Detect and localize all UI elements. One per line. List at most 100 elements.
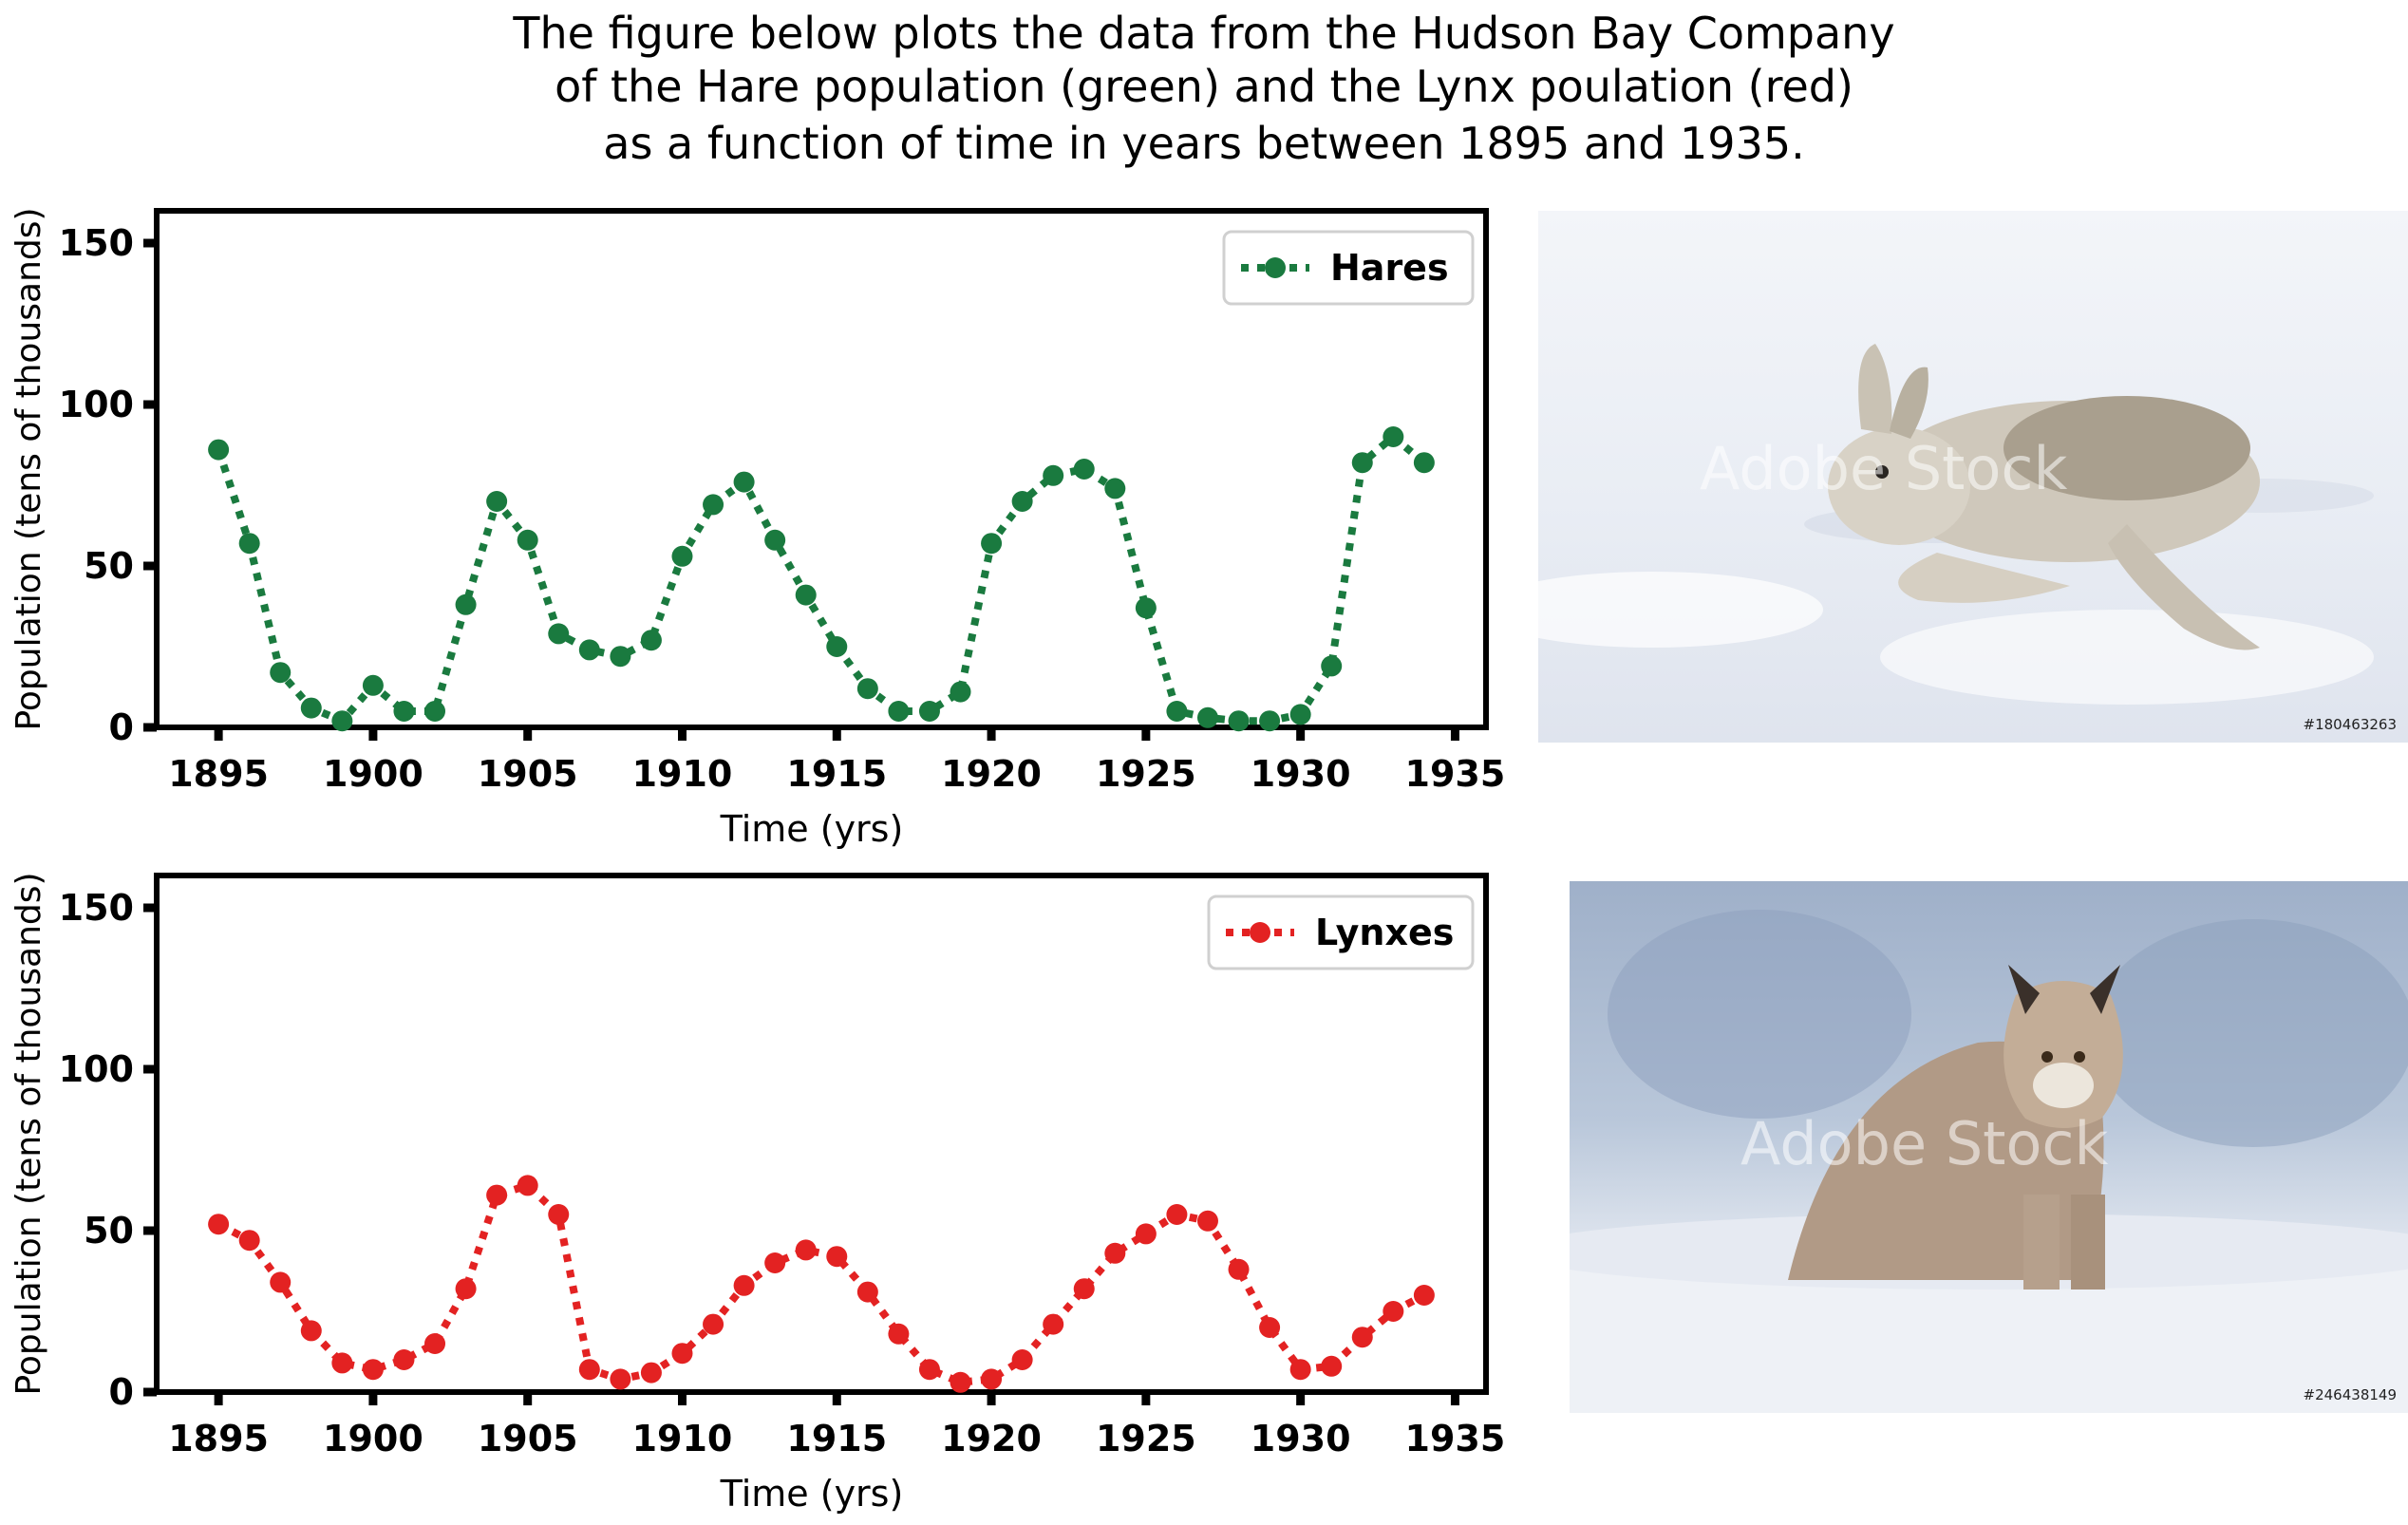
series-line-hares (215, 431, 1427, 726)
x-tick-label: 1910 (632, 753, 733, 795)
lynx-photo-watermark: Adobe Stock (1740, 1109, 2109, 1178)
data-point (610, 646, 631, 668)
legend-label: Lynxes (1315, 912, 1454, 953)
data-point (1228, 1258, 1250, 1280)
data-point (640, 630, 662, 651)
x-tick-label: 1905 (478, 1418, 578, 1459)
data-point (671, 1343, 693, 1365)
data-point (856, 1281, 878, 1303)
x-tick-label: 1930 (1251, 1418, 1351, 1459)
data-point (826, 1246, 848, 1268)
data-point (918, 701, 940, 722)
caption-line-3: as a function of time in years between 1… (603, 118, 1805, 169)
data-point (270, 1271, 292, 1293)
figure-caption: The figure below plots the data from the… (0, 0, 2408, 171)
data-point (548, 623, 570, 645)
data-point (671, 545, 693, 567)
data-point (486, 491, 508, 512)
data-point (362, 1359, 384, 1381)
data-point (331, 1352, 353, 1374)
y-tick-label: 50 (84, 545, 134, 587)
x-axis-label: Time (yrs) (720, 808, 904, 850)
x-tick-label: 1920 (941, 1418, 1042, 1459)
data-point (517, 1175, 538, 1196)
data-point (1383, 426, 1404, 447)
data-point (238, 1230, 260, 1252)
lynxes-chart: 0 50 100 150 1895 1900 1905 1910 1915 1920 1925 193… (9, 872, 1506, 1515)
y-tick-label: 150 (59, 222, 134, 264)
data-point (1413, 1285, 1435, 1306)
data-point (1104, 1242, 1126, 1264)
hare-photo: Adobe Stock #180463263 (1538, 211, 2408, 743)
y-tick-label: 0 (109, 706, 134, 748)
y-axis-label: Population (tens of thousands) (9, 207, 48, 730)
x-tick-label: 1925 (1096, 753, 1196, 795)
data-point (888, 701, 910, 722)
data-point (393, 1349, 415, 1370)
x-tick-label: 1920 (941, 753, 1042, 795)
x-tick-label: 1935 (1405, 1418, 1506, 1459)
data-point (517, 529, 538, 551)
data-point (764, 529, 786, 551)
hares-chart: 0 50 100 150 1895 1900 1905 1910 1915 1920 1925 193… (9, 207, 1506, 850)
data-point (1383, 1301, 1404, 1322)
data-point (1321, 655, 1343, 677)
x-axis-label: Time (yrs) (720, 1473, 904, 1515)
data-point (238, 533, 260, 555)
legend-box (1222, 230, 1475, 306)
data-point (578, 639, 600, 661)
data-point (548, 1204, 570, 1225)
data-point (918, 1359, 940, 1381)
data-point (1011, 491, 1033, 512)
x-tick-label: 1915 (786, 753, 887, 795)
data-point (1043, 464, 1064, 486)
data-point (1196, 706, 1218, 728)
data-point (856, 678, 878, 700)
data-point (1043, 1313, 1064, 1335)
plot-frame (154, 208, 1489, 730)
x-tick-label: 1915 (786, 1418, 887, 1459)
data-point (208, 1214, 230, 1235)
data-point (1351, 452, 1373, 474)
data-point (733, 1274, 755, 1296)
y-axis-label: Population (tens of thousands) (9, 872, 48, 1395)
data-point (795, 1239, 817, 1261)
x-tick-label: 1910 (632, 1418, 733, 1459)
data-point (270, 662, 292, 684)
data-point (578, 1359, 600, 1381)
data-point (950, 1371, 971, 1393)
data-point (393, 701, 415, 722)
data-point (208, 439, 230, 461)
data-point (703, 494, 724, 516)
data-point (1011, 1349, 1033, 1370)
data-point (610, 1368, 631, 1390)
x-tick-label: 1930 (1251, 753, 1351, 795)
data-point (486, 1184, 508, 1206)
data-point (424, 701, 446, 722)
data-point (1259, 710, 1281, 732)
data-point (1135, 597, 1157, 619)
x-tick-label: 1925 (1096, 1418, 1196, 1459)
data-point (826, 636, 848, 657)
x-tick-label: 1900 (323, 1418, 423, 1459)
x-tick-label: 1905 (478, 753, 578, 795)
data-point (703, 1313, 724, 1335)
data-point (300, 697, 322, 719)
data-point (455, 593, 477, 615)
data-point (331, 710, 353, 732)
data-point (888, 1323, 910, 1345)
y-tick-label: 150 (59, 887, 134, 929)
data-point (1166, 1204, 1188, 1225)
data-point (1073, 459, 1095, 480)
x-tick-label: 1895 (168, 1418, 269, 1459)
hare-photo-watermark: Adobe Stock (1700, 434, 2068, 503)
data-point (981, 533, 1003, 555)
data-point (1196, 1210, 1218, 1232)
x-tick-label: 1935 (1405, 753, 1506, 795)
data-point (1351, 1327, 1373, 1348)
hare-photo-stock-id: #180463263 (2303, 716, 2397, 733)
x-tick-label: 1900 (323, 753, 423, 795)
data-point (455, 1278, 477, 1300)
data-point (1321, 1355, 1343, 1377)
y-tick-label: 100 (59, 384, 134, 425)
